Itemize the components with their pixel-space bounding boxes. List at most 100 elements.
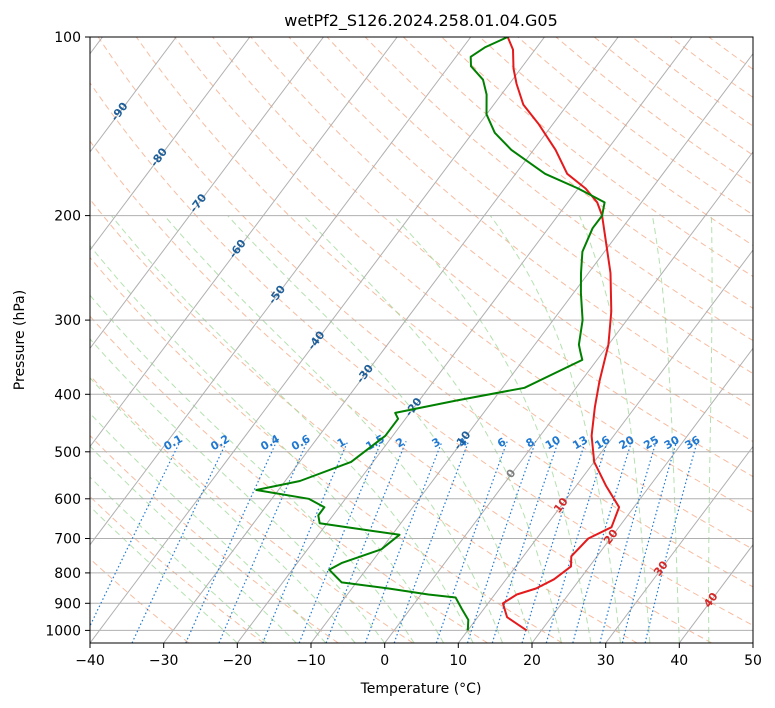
dry-adiabat-line [90, 374, 414, 643]
moist-adiabat-line [227, 215, 533, 643]
mixing-ratio-line [393, 441, 470, 643]
isotherm-line [90, 37, 545, 643]
isotherm-line [310, 52, 753, 643]
y-tick-label: 300 [54, 313, 81, 329]
isotherm-label: 30 [651, 558, 671, 578]
moist-adiabat-line [489, 215, 621, 643]
mixing-ratio-label: 20 [617, 433, 637, 452]
profiles [255, 37, 621, 632]
isotherm-line [605, 445, 753, 643]
y-tick-label: 700 [54, 532, 81, 548]
isotherm-line [236, 37, 693, 643]
moist-adiabat-line [90, 338, 386, 643]
moist-adiabat-line [90, 377, 356, 643]
dry-adiabat-line [288, 37, 753, 408]
isotherm-line [163, 37, 619, 643]
y-tick-label: 200 [54, 209, 81, 225]
x-tick-label: 10 [449, 653, 467, 669]
moist-adiabat-line [579, 215, 651, 643]
mixing-ratio-label: 13 [570, 433, 590, 452]
temperature-profile [501, 37, 621, 632]
isotherm-line [457, 249, 753, 643]
moist-adiabat-line [708, 215, 713, 643]
x-axis-label: Temperature (°C) [360, 681, 482, 697]
mixing-ratio-line [218, 441, 308, 643]
dry-adiabat-line [708, 37, 753, 70]
moist-adiabat-line [90, 244, 445, 643]
x-tick-label: 40 [670, 653, 688, 669]
x-tick-label: −30 [149, 653, 179, 669]
y-tick-label: 1000 [45, 623, 81, 639]
isotherm-line [678, 543, 753, 643]
y-tick-label: 900 [54, 596, 81, 612]
dry-adiabat-line [97, 37, 753, 588]
moist-adiabat-line [90, 445, 297, 643]
isotherm-line [752, 642, 753, 643]
isotherm-line [90, 37, 177, 153]
isotherm-line [90, 37, 251, 251]
dry-adiabat-line [403, 37, 753, 309]
moist-adiabat-line [111, 215, 474, 643]
background-lines [90, 37, 753, 643]
dry-adiabat-line [90, 434, 339, 643]
moist-adiabat-line [90, 505, 238, 643]
dry-adiabat-line [212, 37, 753, 478]
mixing-ratio-label: 16 [592, 433, 612, 452]
mixing-ratio-line [621, 441, 678, 643]
moist-adiabat-line [164, 215, 503, 643]
isotherm-label: -60 [226, 237, 249, 261]
dry-adiabat-line [631, 37, 753, 127]
isotherm-label: -90 [108, 100, 131, 124]
mixing-ratio-label: 30 [662, 433, 682, 452]
isotherm-line [90, 37, 324, 350]
x-tick-label: −10 [296, 653, 326, 669]
x-tick-label: 0 [380, 653, 389, 669]
mixing-ratio-line [262, 441, 349, 643]
dry-adiabat-line [90, 82, 753, 626]
moist-adiabat-line [90, 294, 415, 643]
dry-adiabat-line [90, 558, 190, 643]
isotherm-line [384, 151, 753, 643]
dry-adiabat-line [90, 256, 563, 643]
mixing-ratio-label: 36 [683, 433, 703, 452]
isotherm-line [531, 347, 753, 643]
mixing-ratio-line [545, 441, 609, 643]
isotherm-label: 20 [601, 527, 621, 547]
mixing-ratio-label: 25 [641, 433, 661, 452]
dry-adiabat-line [326, 37, 753, 375]
moist-adiabat-line [651, 215, 680, 643]
mixing-ratio-label: 10 [543, 433, 563, 452]
y-tick-label: 400 [54, 387, 81, 403]
axis-ticks: −40 −30 −20 −10 0 10 20 30 40 5010020030040050060… [45, 30, 762, 669]
mixing-ratio-line [131, 441, 228, 643]
mixing-ratio-label: 1 [335, 435, 348, 450]
isotherm-label: -80 [148, 145, 171, 169]
mixing-ratio-label: 2 [393, 435, 406, 450]
mixing-ratio-label: 0.6 [289, 432, 313, 453]
x-tick-label: −40 [75, 653, 105, 669]
dry-adiabat-line [250, 37, 753, 443]
mixing-ratio-label: 3 [430, 435, 443, 450]
y-tick-label: 600 [54, 492, 81, 508]
isotherm-label: -50 [266, 283, 289, 307]
isotherm-label: -70 [187, 191, 210, 215]
mixing-ratio-line [364, 441, 443, 643]
plot-frame [89, 36, 754, 644]
mixing-ratio-label: 0.2 [208, 432, 231, 453]
mixing-ratio-line [466, 441, 537, 643]
dry-adiabat-line [174, 37, 753, 513]
isotherm-label: 0 [504, 466, 519, 480]
chart-title: wetPf2_S126.2024.258.01.04.G05 [284, 11, 558, 31]
y-tick-label: 100 [54, 30, 81, 46]
dewpoint-profile [255, 37, 606, 631]
dry-adiabat-line [90, 198, 638, 643]
y-axis-label: Pressure (hPa) [12, 290, 28, 390]
mixing-ratio-label: 0.4 [258, 432, 282, 453]
dry-adiabat-line [90, 140, 712, 643]
isotherm-label: -10 [451, 428, 474, 452]
mixing-ratio-line [521, 441, 587, 643]
mixing-ratio-line [599, 441, 657, 643]
moist-adiabat-line [90, 476, 268, 643]
dry-adiabat-line [364, 37, 753, 342]
x-tick-label: −20 [223, 653, 253, 669]
